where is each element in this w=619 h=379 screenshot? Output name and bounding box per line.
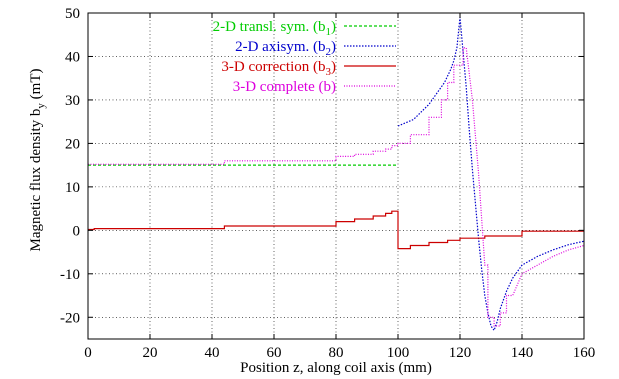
- x-tick-label: 40: [205, 345, 220, 361]
- y-tick-label: 50: [65, 6, 80, 22]
- legend: 2-D transl. sym. (b1)2-D axisym. (b2)3-D…: [213, 19, 396, 95]
- legend-label-1: 2-D transl. sym. (b1): [213, 19, 336, 38]
- x-tick-label: 80: [329, 345, 344, 361]
- y-tick-label: -10: [60, 267, 80, 283]
- x-tick-label: 60: [267, 345, 282, 361]
- x-tick-label: 160: [573, 345, 596, 361]
- series-group: [88, 17, 585, 332]
- y-tick-label: 40: [65, 49, 80, 65]
- x-tick-label: 120: [449, 345, 472, 361]
- y-tick-label: 0: [73, 223, 81, 239]
- x-axis-label: Position z, along coil axis (mm): [240, 360, 432, 376]
- y-axis-label: Magnetic flux density by (mT): [28, 69, 47, 252]
- grid-lines: [88, 13, 584, 339]
- series-line-3: [88, 210, 584, 250]
- y-tick-label: 10: [65, 180, 80, 196]
- legend-label-4: 3-D complete (b): [233, 79, 336, 95]
- legend-label-2: 2-D axisym. (b2): [235, 39, 336, 58]
- legend-label-3: 3-D correction (b3): [221, 59, 336, 78]
- x-tick-label: 20: [143, 345, 158, 361]
- axis-ticks: 0 20 40 60 80 100 120 140 160 -20 -10 0 10 20 30 40 50: [60, 6, 595, 361]
- x-tick-label: 100: [387, 345, 410, 361]
- x-tick-label: 0: [84, 345, 92, 361]
- y-tick-label: 30: [65, 93, 80, 109]
- x-tick-label: 140: [511, 345, 534, 361]
- y-tick-label: -20: [60, 310, 80, 326]
- y-tick-label: 20: [65, 136, 80, 152]
